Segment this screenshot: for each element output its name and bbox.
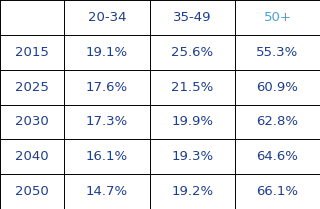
Text: 66.1%: 66.1%: [256, 185, 298, 198]
Text: 17.6%: 17.6%: [86, 81, 128, 94]
Text: 2040: 2040: [15, 150, 49, 163]
Text: 2015: 2015: [15, 46, 49, 59]
Text: 14.7%: 14.7%: [86, 185, 128, 198]
Text: 60.9%: 60.9%: [256, 81, 298, 94]
Text: 16.1%: 16.1%: [86, 150, 128, 163]
Text: 35-49: 35-49: [173, 11, 212, 24]
Text: 20-34: 20-34: [88, 11, 126, 24]
Text: 19.3%: 19.3%: [171, 150, 213, 163]
Text: 19.9%: 19.9%: [171, 115, 213, 128]
Text: 19.2%: 19.2%: [171, 185, 213, 198]
Text: 17.3%: 17.3%: [86, 115, 128, 128]
Text: 25.6%: 25.6%: [171, 46, 213, 59]
Text: 62.8%: 62.8%: [256, 115, 298, 128]
Text: 2050: 2050: [15, 185, 49, 198]
Text: 55.3%: 55.3%: [256, 46, 299, 59]
Text: 19.1%: 19.1%: [86, 46, 128, 59]
Text: 50+: 50+: [263, 11, 291, 24]
Text: 2025: 2025: [15, 81, 49, 94]
Text: 64.6%: 64.6%: [256, 150, 298, 163]
Text: 2030: 2030: [15, 115, 49, 128]
Text: 21.5%: 21.5%: [171, 81, 213, 94]
